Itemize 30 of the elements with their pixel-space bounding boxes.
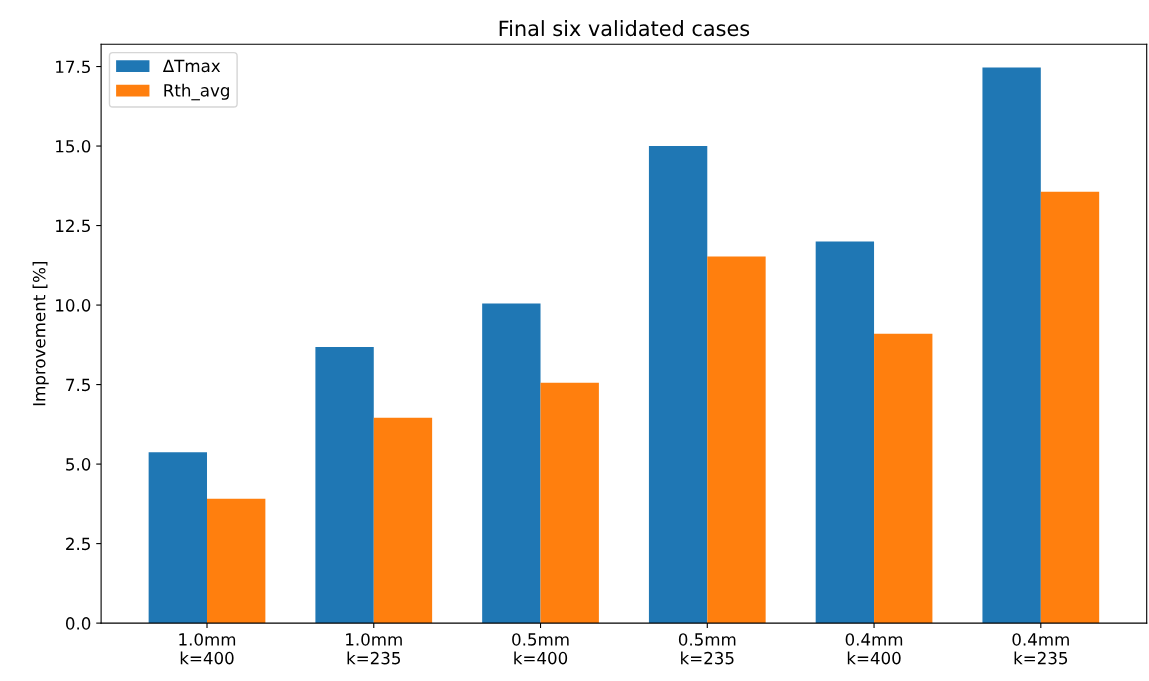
legend-label: Rth_avg bbox=[164, 83, 229, 101]
x-tick-label: 1.0mm k=400 bbox=[179, 633, 236, 665]
y-tick-label: 15.0 bbox=[56, 140, 91, 153]
x-tick-label: 0.4mm k=400 bbox=[845, 633, 903, 665]
bar bbox=[540, 382, 599, 624]
y-tick-label: 17.5 bbox=[56, 60, 90, 74]
x-tick-label: 1.0mm k=235 bbox=[346, 633, 402, 665]
bar bbox=[982, 67, 1041, 624]
y-tick-label: 5.0 bbox=[66, 458, 91, 471]
chart-title: Final six validated cases bbox=[499, 20, 750, 37]
y-axis-title: Improvement [%] bbox=[32, 262, 49, 406]
bar bbox=[815, 241, 875, 624]
y-tick-label: 0.0 bbox=[65, 617, 91, 630]
x-tick-label: 0.5mm k=400 bbox=[512, 633, 569, 665]
y-tick-label: 12.5 bbox=[56, 219, 90, 233]
bar bbox=[207, 498, 266, 624]
x-tick-label: 0.5mm k=235 bbox=[678, 633, 736, 665]
bar bbox=[707, 256, 766, 624]
bar bbox=[148, 452, 208, 624]
y-tick-label: 7.5 bbox=[66, 378, 90, 392]
bar bbox=[648, 146, 708, 624]
y-tick-label: 10.0 bbox=[56, 299, 91, 312]
bar bbox=[373, 417, 433, 624]
bar bbox=[482, 303, 541, 624]
bar bbox=[1040, 191, 1100, 624]
x-tick-label: 0.4mm k=235 bbox=[1012, 633, 1069, 665]
legend-label: ΔTmax bbox=[162, 59, 221, 73]
y-tick-label: 2.5 bbox=[66, 537, 90, 551]
bar bbox=[315, 347, 374, 624]
bar bbox=[874, 333, 933, 624]
